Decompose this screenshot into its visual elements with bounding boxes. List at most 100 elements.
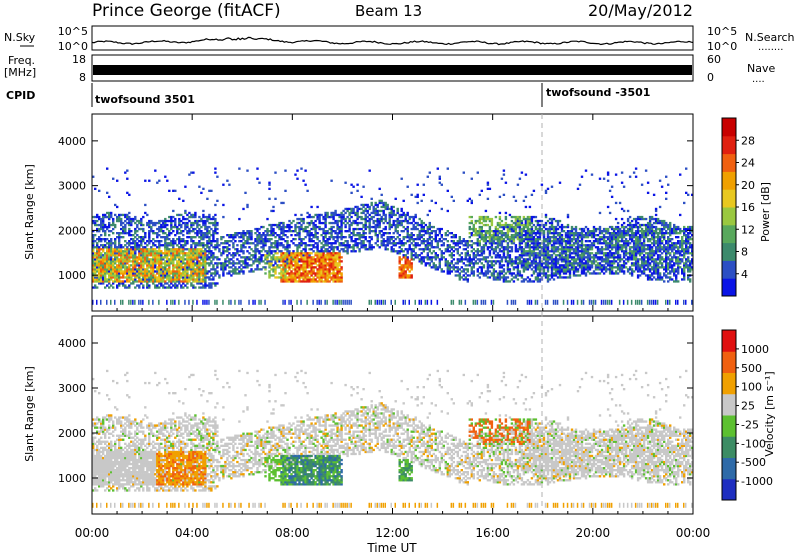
power-cell: [210, 272, 213, 275]
power-cell: [474, 299, 477, 305]
power-cell: [534, 299, 537, 305]
power-cell: [392, 232, 395, 235]
power-cell: [296, 177, 299, 180]
power-cell: [236, 234, 239, 237]
power-cell: [470, 221, 473, 225]
power-cell: [300, 258, 303, 261]
power-cell: [194, 236, 197, 239]
power-cell: [110, 299, 112, 305]
power-cell: [144, 203, 147, 207]
power-cell: [252, 242, 255, 245]
power-cell: [106, 256, 109, 259]
power-cell: [198, 280, 201, 283]
power-cell: [396, 211, 399, 215]
power-cell: [176, 278, 179, 281]
power-cell: [298, 244, 301, 247]
power-cell: [128, 217, 131, 221]
power-cell: [178, 242, 181, 245]
power-cell: [224, 268, 227, 271]
power-cell: [252, 254, 255, 257]
power-cell: [138, 250, 141, 253]
power-cell: [558, 272, 562, 275]
power-cell: [118, 244, 121, 247]
power-cell: [206, 236, 209, 239]
power-cell: [316, 238, 319, 241]
power-cell: [106, 191, 109, 195]
power-cell: [570, 246, 574, 249]
power-cell: [170, 252, 173, 255]
power-cell: [302, 276, 305, 279]
power-cell: [494, 262, 498, 265]
power-cell: [108, 286, 111, 289]
power-cell: [130, 268, 133, 271]
power-cell: [130, 270, 133, 273]
power-cell: [364, 207, 367, 211]
power-cell: [566, 213, 570, 217]
power-cell: [198, 268, 201, 271]
power-cell: [326, 230, 329, 233]
power-cell: [276, 276, 279, 279]
power-cell: [200, 244, 203, 247]
power-cell: [208, 238, 211, 241]
power-cell: [456, 250, 459, 253]
power-cell: [166, 260, 169, 263]
power-cell: [132, 252, 135, 255]
power-cell: [458, 278, 461, 281]
power-cell: [342, 221, 345, 225]
power-cell: [400, 209, 403, 213]
power-cell: [154, 232, 157, 235]
power-cell: [92, 254, 95, 257]
power-cell: [134, 299, 136, 305]
power-cell: [274, 223, 277, 227]
power-cell: [138, 274, 141, 277]
power-cell: [244, 240, 247, 243]
power-cell: [538, 236, 542, 239]
power-cell: [106, 280, 109, 283]
power-cell: [202, 264, 205, 267]
power-cell: [264, 299, 266, 305]
power-cell: [150, 227, 153, 231]
power-cell: [392, 240, 395, 243]
power-cell: [144, 250, 147, 253]
power-cell: [180, 274, 183, 277]
power-cell: [202, 250, 205, 253]
power-cell: [120, 250, 123, 253]
power-cell: [480, 270, 483, 273]
power-cell: [314, 234, 317, 237]
power-cell: [140, 244, 143, 247]
power-cell: [194, 286, 197, 289]
power-cell: [300, 238, 303, 241]
power-cell: [194, 242, 197, 245]
power-cell: [194, 278, 197, 281]
power-cell: [150, 272, 153, 275]
power-cell: [306, 211, 309, 215]
power-cell: [458, 299, 461, 305]
power-cell: [278, 227, 281, 231]
power-cell: [146, 270, 149, 273]
power-cell: [192, 280, 195, 283]
power-cell: [102, 230, 105, 233]
power-cell: [352, 248, 355, 251]
power-cell: [298, 254, 301, 257]
power-cell: [400, 207, 403, 211]
power-cell: [498, 248, 502, 251]
power-cell: [176, 250, 179, 253]
power-cell: [148, 278, 151, 281]
power-cell: [296, 252, 299, 255]
power-cell: [250, 258, 253, 261]
power-cell: [104, 262, 107, 265]
power-cell: [214, 274, 217, 277]
power-cell: [420, 262, 423, 265]
power-cell: [124, 270, 127, 273]
power-cell: [166, 219, 169, 223]
power-cell: [340, 274, 343, 277]
power-cell: [154, 262, 157, 265]
power-cell: [476, 268, 479, 271]
power-cell: [108, 280, 111, 283]
power-cell: [256, 250, 259, 253]
power-cell: [106, 248, 109, 251]
power-cell: [492, 252, 496, 255]
power-cell: [402, 199, 405, 203]
power-cell: [178, 262, 181, 265]
power-cell: [162, 256, 165, 259]
